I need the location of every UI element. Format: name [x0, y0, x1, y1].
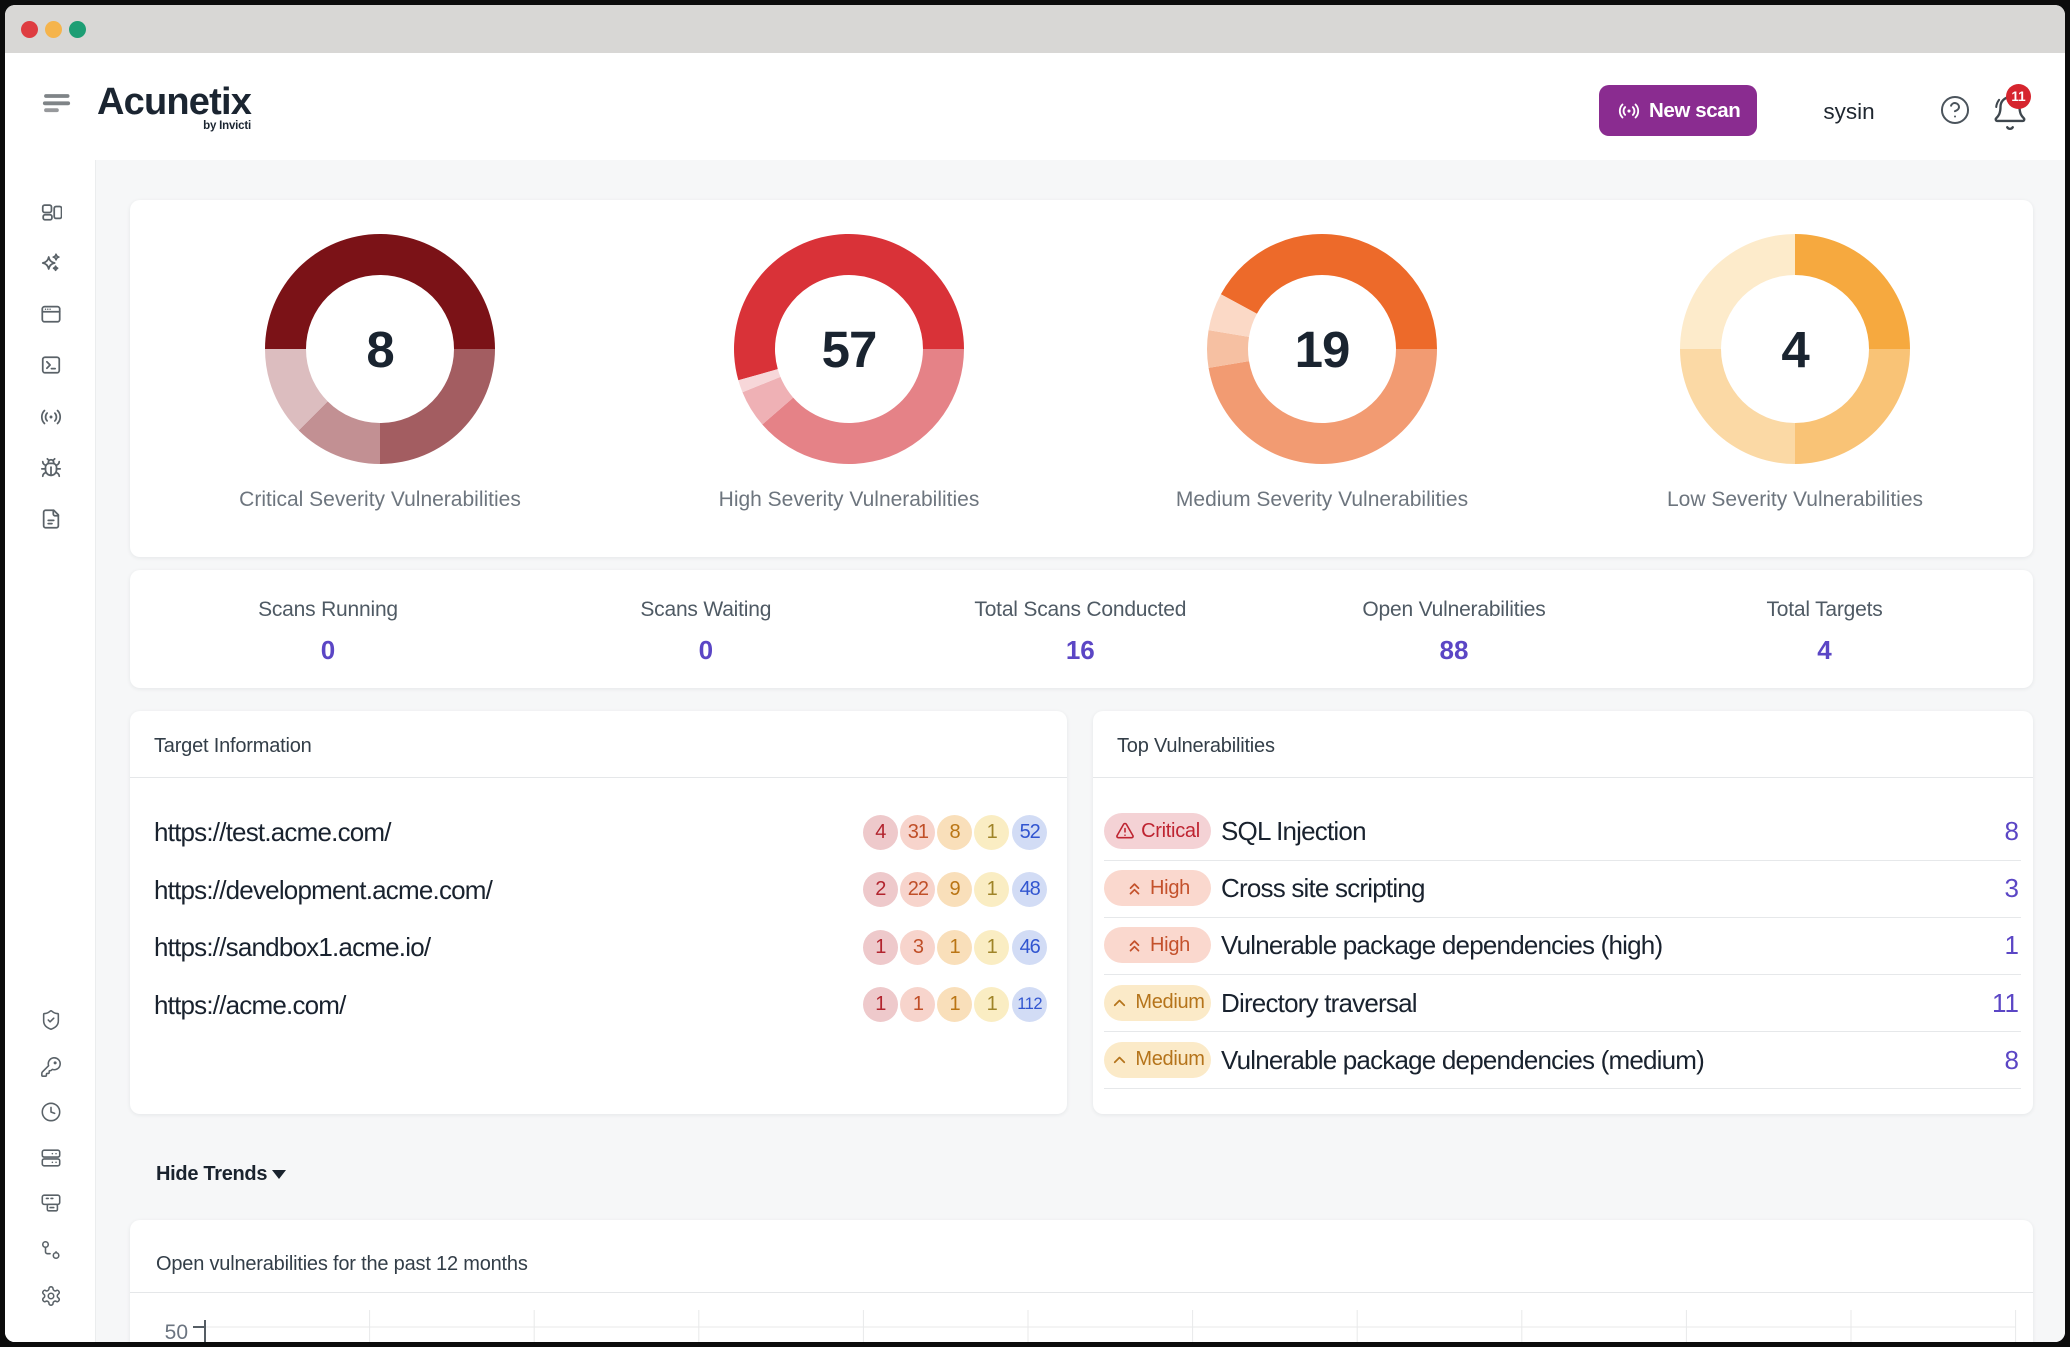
svg-text:50: 50: [165, 1321, 188, 1342]
